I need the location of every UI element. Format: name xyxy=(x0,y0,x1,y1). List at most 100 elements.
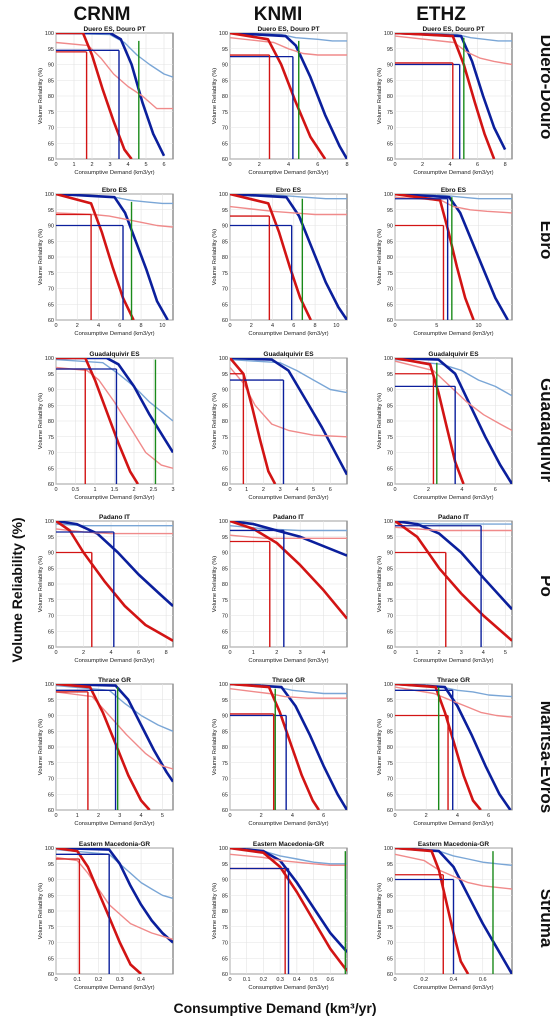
dark-blue-curve xyxy=(230,521,347,557)
x-tick-label: 4 xyxy=(97,323,100,329)
x-tick-label: 0.6 xyxy=(479,977,487,983)
panel: 60 65 70 75 80 85 90 95 100 0 2 4 6 8 Duero ES, Douro … xyxy=(212,26,349,176)
x-tick-label: 4 xyxy=(126,162,129,168)
y-tick-label: 80 xyxy=(387,909,393,915)
y-tick-label: 85 xyxy=(387,403,393,409)
y-tick-label: 100 xyxy=(384,31,393,37)
panel: 60 65 70 75 80 85 90 95 100 0 2 4 6 Thrace GR Consumpt… xyxy=(212,677,348,827)
data-layer xyxy=(230,521,347,647)
y-tick-label: 100 xyxy=(219,682,228,688)
panel-title: Thrace GR xyxy=(437,677,470,684)
x-tick-label: 0.2 xyxy=(260,977,268,983)
dark-red-curve xyxy=(56,33,133,159)
data-layer xyxy=(395,358,512,484)
y-tick-label: 75 xyxy=(48,110,54,116)
dark-blue-curve xyxy=(56,33,166,157)
panel-title: Ebro ES xyxy=(276,187,302,194)
y-tick-label: 90 xyxy=(387,878,393,884)
x-tick-label: 2 xyxy=(97,813,100,819)
x-tick-label: 2.5 xyxy=(150,487,158,493)
x-tick-label: 2 xyxy=(250,323,253,329)
y-tick-label: 80 xyxy=(48,419,54,425)
x-axis-label: Consumptive Demand (km3/yr) xyxy=(74,495,154,501)
y-tick-label: 85 xyxy=(387,566,393,572)
y-tick-label: 100 xyxy=(384,356,393,362)
x-tick-label: 0.4 xyxy=(137,977,145,983)
dark-blue-curve xyxy=(230,684,347,810)
x-tick-label: 3 xyxy=(118,813,121,819)
dark-red-curve xyxy=(230,848,347,972)
x-tick-label: 2 xyxy=(82,650,85,656)
x-tick-label: 1 xyxy=(245,487,248,493)
y-tick-label: 65 xyxy=(48,956,54,962)
y-tick-label: 80 xyxy=(48,909,54,915)
y-tick-label: 90 xyxy=(387,388,393,394)
y-tick-label: 65 xyxy=(222,629,228,635)
y-tick-label: 60 xyxy=(387,972,393,978)
panel-title: Eastern Macedonia-GR xyxy=(253,841,324,848)
dark-red-curve xyxy=(230,33,327,159)
panel: 60 65 70 75 80 85 90 95 100 0 5 10 Ebro ES Consumptiv… xyxy=(377,187,513,337)
y-axis-label: Volume Reliability (%) xyxy=(212,883,218,939)
y-tick-label: 100 xyxy=(384,846,393,852)
y-axis-label: Volume Reliability (%) xyxy=(377,556,383,612)
x-tick-label: 0.4 xyxy=(450,977,458,983)
y-tick-label: 85 xyxy=(387,78,393,84)
x-tick-label: 0.5 xyxy=(72,487,80,493)
y-tick-label: 85 xyxy=(48,893,54,899)
y-tick-label: 70 xyxy=(387,451,393,457)
dark-blue-curve xyxy=(395,684,512,810)
panel-title: Duero ES, Douro PT xyxy=(257,26,319,33)
x-tick-label: 2 xyxy=(262,487,265,493)
x-tick-label: 6 xyxy=(476,162,479,168)
y-tick-label: 65 xyxy=(48,302,54,308)
x-tick-label: 6 xyxy=(292,323,295,329)
y-tick-label: 70 xyxy=(222,777,228,783)
y-tick-label: 85 xyxy=(387,729,393,735)
x-tick-label: 1 xyxy=(76,813,79,819)
x-tick-label: 4 xyxy=(456,813,459,819)
x-tick-label: 10 xyxy=(333,323,339,329)
x-tick-label: 1 xyxy=(93,487,96,493)
dark-red-curve xyxy=(395,848,470,974)
y-tick-label: 65 xyxy=(222,466,228,472)
x-tick-label: 6 xyxy=(162,162,165,168)
x-tick-label: 0.1 xyxy=(243,977,251,983)
y-tick-label: 95 xyxy=(48,535,54,541)
x-axis-label: Consumptive Demand (km3/yr) xyxy=(248,985,328,991)
x-tick-label: 2 xyxy=(421,162,424,168)
y-tick-label: 90 xyxy=(387,714,393,720)
y-tick-label: 70 xyxy=(48,777,54,783)
y-tick-label: 95 xyxy=(222,47,228,53)
y-axis-label: Volume Reliability (%) xyxy=(377,883,383,939)
x-tick-label: 4 xyxy=(271,323,274,329)
light-red-curve xyxy=(395,360,512,432)
light-red-curve xyxy=(56,41,173,110)
y-tick-label: 85 xyxy=(222,78,228,84)
light-blue-curve xyxy=(56,848,173,900)
y-tick-label: 75 xyxy=(222,435,228,441)
y-tick-label: 80 xyxy=(222,745,228,751)
panel: 60 65 70 75 80 85 90 95 100 0 1 2 3 4 Padano IT Consump… xyxy=(212,514,348,664)
y-tick-label: 100 xyxy=(384,682,393,688)
x-tick-label: 1 xyxy=(72,162,75,168)
x-tick-label: 0 xyxy=(54,487,57,493)
x-tick-label: 0.3 xyxy=(276,977,284,983)
y-tick-label: 65 xyxy=(387,302,393,308)
y-tick-label: 95 xyxy=(222,862,228,868)
x-tick-label: 3 xyxy=(299,650,302,656)
light-red-curve xyxy=(395,35,512,66)
x-tick-label: 0.1 xyxy=(73,977,81,983)
x-tick-label: 1.5 xyxy=(111,487,119,493)
light-red-curve xyxy=(395,853,512,890)
x-tick-label: 4 xyxy=(287,162,290,168)
x-tick-label: 0.2 xyxy=(420,977,428,983)
panel: 60 65 70 75 80 85 90 95 100 0 2 4 6 8 Duero ES, Douro … xyxy=(377,26,513,176)
x-tick-label: 0 xyxy=(228,813,231,819)
dark-blue-curve xyxy=(230,848,347,953)
x-tick-label: 0 xyxy=(228,650,231,656)
y-tick-label: 75 xyxy=(222,925,228,931)
data-layer xyxy=(56,33,173,159)
y-tick-label: 75 xyxy=(387,598,393,604)
y-axis-label: Volume Reliability (%) xyxy=(38,556,44,612)
